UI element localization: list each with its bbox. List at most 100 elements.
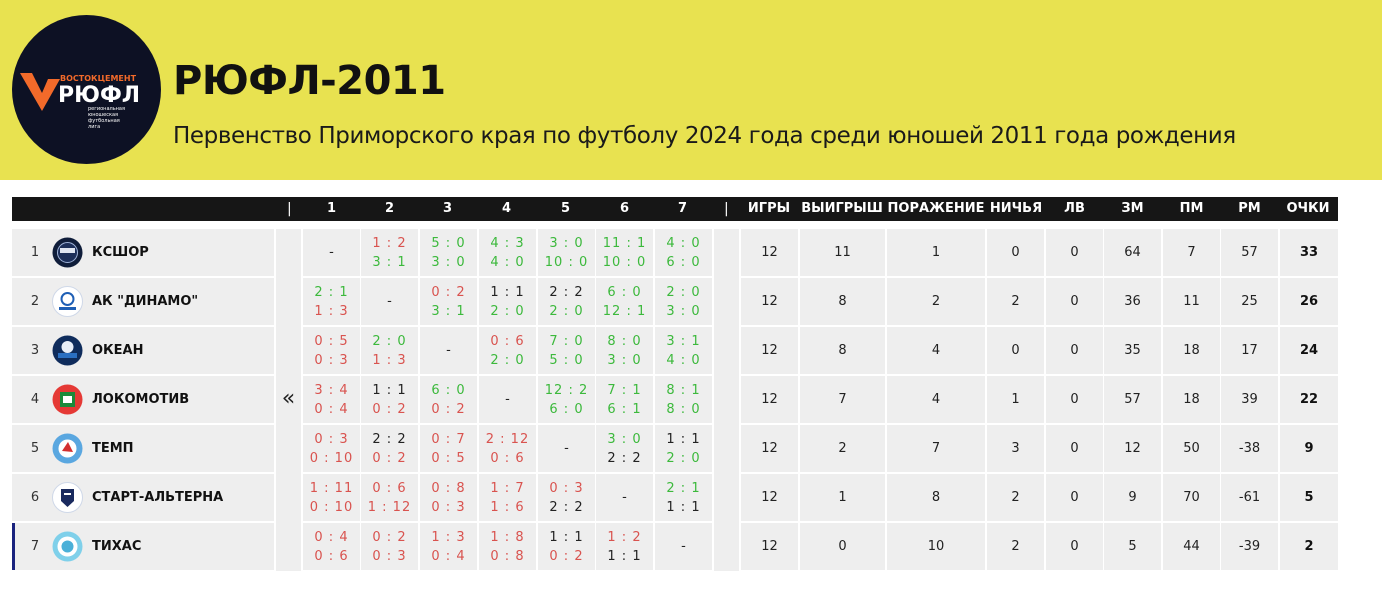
stat-games: 12	[741, 327, 798, 374]
match-cell[interactable]: 3 : 0 10 : 0	[538, 229, 595, 276]
team-cell[interactable]: 6 СТАРТ-АЛЬТЕРНА	[12, 474, 274, 521]
team-cell[interactable]: 3 ОКЕАН	[12, 327, 274, 374]
stat-goal-diff: 17	[1221, 327, 1278, 374]
team-name[interactable]: ОКЕАН	[92, 343, 144, 358]
match-cell[interactable]: 2 : 2 2 : 0	[538, 278, 595, 325]
page-title: РЮФЛ-2011	[173, 58, 446, 104]
match-cell[interactable]: 0 : 2 0 : 3	[361, 523, 418, 570]
match-score-second: 2 : 0	[490, 304, 525, 319]
match-score-second: 10 : 0	[544, 255, 589, 270]
match-cell[interactable]: 1 : 7 1 : 6	[479, 474, 536, 521]
match-score-second: 2 : 0	[666, 451, 701, 466]
match-cell[interactable]: 1 : 1 2 : 0	[479, 278, 536, 325]
stat-lv: 0	[1046, 474, 1103, 521]
match-cell[interactable]: 5 : 0 3 : 0	[420, 229, 477, 276]
match-score-first: 0 : 4	[314, 530, 349, 545]
team-name[interactable]: КСШОР	[92, 245, 149, 260]
match-score-second: 0 : 6	[490, 451, 525, 466]
team-rank: 4	[30, 392, 40, 407]
match-cell[interactable]: 0 : 3 0 : 10	[303, 425, 360, 472]
match-cell[interactable]: 2 : 1 1 : 1	[655, 474, 712, 521]
match-score-second: 0 : 3	[372, 549, 407, 564]
match-cell[interactable]: 3 : 4 0 : 4	[303, 376, 360, 423]
stat-games: 12	[741, 278, 798, 325]
match-cell[interactable]: 1 : 1 0 : 2	[538, 523, 595, 570]
match-cell[interactable]: 1 : 2 1 : 1	[596, 523, 653, 570]
col-header-goals-scored: ЗМ	[1121, 201, 1144, 216]
stat-wins: 8	[800, 278, 885, 325]
match-cell[interactable]: 2 : 2 0 : 2	[361, 425, 418, 472]
collapse-columns-button[interactable]: «	[281, 386, 296, 411]
stat-games: 12	[741, 229, 798, 276]
match-cell: -	[596, 474, 653, 521]
match-cell[interactable]: 3 : 1 4 : 0	[655, 327, 712, 374]
match-cell[interactable]: 2 : 0 3 : 0	[655, 278, 712, 325]
stat-goals-scored: 12	[1104, 425, 1161, 472]
team-cell[interactable]: 2 АК "ДИНАМО"	[12, 278, 274, 325]
match-cell[interactable]: 12 : 2 6 : 0	[538, 376, 595, 423]
team-name[interactable]: ТИХАС	[92, 539, 142, 554]
match-cell[interactable]: 2 : 1 1 : 3	[303, 278, 360, 325]
match-cell[interactable]: 8 : 0 3 : 0	[596, 327, 653, 374]
match-cell[interactable]: 0 : 2 3 : 1	[420, 278, 477, 325]
match-score-first: 12 : 2	[544, 383, 589, 398]
match-cell[interactable]: 0 : 6 1 : 12	[361, 474, 418, 521]
match-score-first: 0 : 7	[431, 432, 466, 447]
logo-line-3: футбольная	[88, 118, 120, 124]
match-cell[interactable]: 4 : 3 4 : 0	[479, 229, 536, 276]
team-name[interactable]: АК "ДИНАМО"	[92, 294, 199, 309]
match-score-second: 1 : 3	[372, 353, 407, 368]
match-cell[interactable]: 3 : 0 2 : 2	[596, 425, 653, 472]
match-cell[interactable]: 7 : 0 5 : 0	[538, 327, 595, 374]
match-cell[interactable]: 0 : 4 0 : 6	[303, 523, 360, 570]
match-score-second: 0 : 10	[309, 451, 354, 466]
match-score-second: 0 : 8	[490, 549, 525, 564]
stat-goals-scored: 36	[1104, 278, 1161, 325]
match-score-second: 1 : 3	[314, 304, 349, 319]
header-separator: |	[287, 201, 292, 217]
team-cell[interactable]: 1 КСШОР	[12, 229, 274, 276]
match-score-first: 0 : 3	[549, 481, 584, 496]
match-score-second: 1 : 1	[666, 500, 701, 515]
team-rank: 6	[30, 490, 40, 505]
match-cell[interactable]: 1 : 1 2 : 0	[655, 425, 712, 472]
stat-draws: 0	[987, 327, 1044, 374]
team-cell[interactable]: 5 ТЕМП	[12, 425, 274, 472]
match-cell[interactable]: 0 : 8 0 : 3	[420, 474, 477, 521]
match-cell[interactable]: 7 : 1 6 : 1	[596, 376, 653, 423]
team-cell[interactable]: 4 ЛОКОМОТИВ	[12, 376, 274, 423]
match-cell: -	[303, 229, 360, 276]
match-cell[interactable]: 1 : 3 0 : 4	[420, 523, 477, 570]
match-cell[interactable]: 0 : 7 0 : 5	[420, 425, 477, 472]
match-cell[interactable]: 1 : 1 0 : 2	[361, 376, 418, 423]
team-name[interactable]: ЛОКОМОТИВ	[92, 392, 190, 407]
team-name[interactable]: ТЕМП	[92, 441, 134, 456]
match-cell[interactable]: 4 : 0 6 : 0	[655, 229, 712, 276]
match-cell[interactable]: 0 : 3 2 : 2	[538, 474, 595, 521]
match-cell[interactable]: 1 : 11 0 : 10	[303, 474, 360, 521]
match-score-second: 0 : 2	[549, 549, 584, 564]
stat-losses: 4	[887, 327, 985, 374]
team-cell[interactable]: 7 ТИХАС	[12, 523, 274, 570]
match-score-first: 3 : 1	[666, 334, 701, 349]
stat-goal-diff: -39	[1221, 523, 1278, 570]
match-cell[interactable]: 6 : 0 12 : 1	[596, 278, 653, 325]
match-score-first: 2 : 1	[666, 481, 701, 496]
match-score-first: 1 : 1	[490, 285, 525, 300]
stat-draws: 2	[987, 523, 1044, 570]
match-cell[interactable]: 1 : 8 0 : 8	[479, 523, 536, 570]
match-cell[interactable]: 11 : 1 10 : 0	[596, 229, 653, 276]
match-cell[interactable]: 6 : 0 0 : 2	[420, 376, 477, 423]
match-score-first: 4 : 0	[666, 236, 701, 251]
match-cell[interactable]: 2 : 12 0 : 6	[479, 425, 536, 472]
match-cell[interactable]: 8 : 1 8 : 0	[655, 376, 712, 423]
match-cell[interactable]: 0 : 5 0 : 3	[303, 327, 360, 374]
match-cell[interactable]: 1 : 2 3 : 1	[361, 229, 418, 276]
team-name[interactable]: СТАРТ-АЛЬТЕРНА	[92, 490, 224, 505]
match-cell[interactable]: 2 : 0 1 : 3	[361, 327, 418, 374]
stat-points: 9	[1280, 425, 1338, 472]
match-cell[interactable]: 0 : 6 2 : 0	[479, 327, 536, 374]
stat-lv: 0	[1046, 376, 1103, 423]
stat-losses: 7	[887, 425, 985, 472]
team-logo-icon	[52, 335, 83, 366]
